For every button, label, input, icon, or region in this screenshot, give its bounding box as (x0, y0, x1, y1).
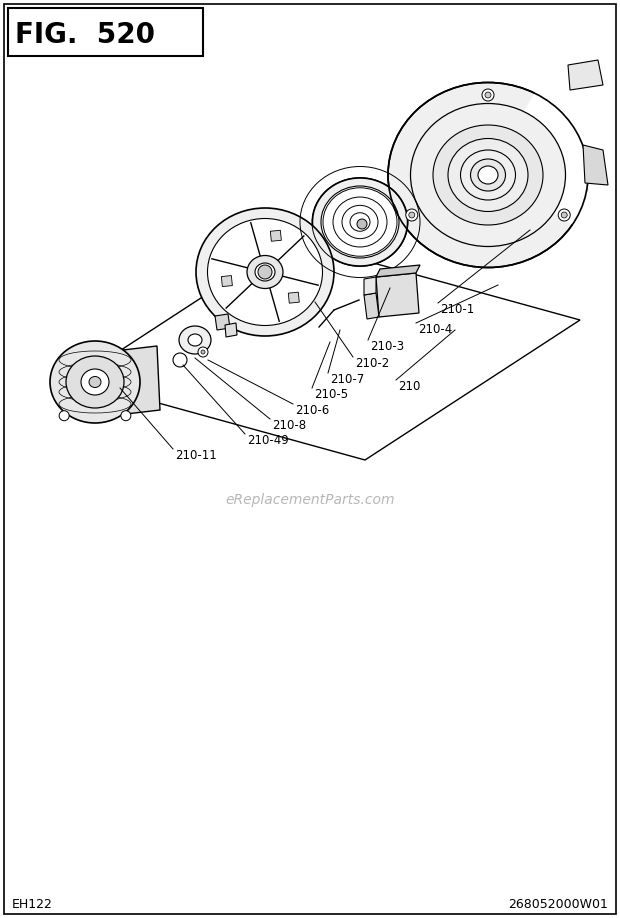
Polygon shape (583, 145, 608, 185)
Ellipse shape (89, 376, 101, 387)
Polygon shape (376, 265, 420, 277)
Circle shape (198, 347, 208, 357)
Circle shape (258, 265, 272, 279)
Ellipse shape (208, 218, 322, 326)
Polygon shape (376, 273, 419, 317)
Ellipse shape (196, 208, 334, 336)
Circle shape (485, 92, 491, 98)
Ellipse shape (478, 166, 498, 184)
Polygon shape (221, 275, 232, 286)
Polygon shape (123, 346, 160, 414)
Ellipse shape (312, 178, 407, 266)
Text: 210-2: 210-2 (355, 357, 389, 370)
Circle shape (482, 89, 494, 101)
Text: EH122: EH122 (12, 898, 53, 911)
Circle shape (59, 410, 69, 420)
Text: 210-4: 210-4 (418, 323, 452, 336)
Polygon shape (270, 230, 281, 241)
Circle shape (121, 410, 131, 420)
Circle shape (357, 219, 367, 229)
Ellipse shape (410, 104, 565, 247)
Ellipse shape (448, 139, 528, 211)
Circle shape (558, 209, 570, 221)
Text: 210-1: 210-1 (440, 303, 474, 316)
Text: 210-49: 210-49 (247, 434, 289, 447)
Text: 210-3: 210-3 (370, 340, 404, 353)
Ellipse shape (461, 150, 515, 200)
Circle shape (405, 209, 418, 221)
Ellipse shape (321, 186, 399, 258)
Polygon shape (568, 60, 603, 90)
Ellipse shape (255, 263, 275, 281)
Text: eReplacementParts.com: eReplacementParts.com (225, 493, 395, 507)
Ellipse shape (188, 334, 202, 346)
Text: FIG.  520: FIG. 520 (15, 21, 155, 49)
Ellipse shape (66, 356, 124, 408)
Text: 268052000W01: 268052000W01 (508, 898, 608, 911)
Text: 210-6: 210-6 (295, 404, 329, 417)
Text: 210-8: 210-8 (272, 419, 306, 432)
Circle shape (561, 212, 567, 218)
Ellipse shape (388, 83, 588, 267)
Ellipse shape (179, 326, 211, 354)
Polygon shape (215, 314, 230, 330)
FancyBboxPatch shape (8, 8, 203, 56)
Ellipse shape (50, 341, 140, 423)
Polygon shape (364, 277, 376, 295)
Ellipse shape (247, 255, 283, 288)
Ellipse shape (433, 125, 543, 225)
Ellipse shape (471, 159, 505, 191)
Text: 210-7: 210-7 (330, 373, 365, 386)
Polygon shape (288, 292, 299, 303)
Text: 210-5: 210-5 (314, 388, 348, 401)
Ellipse shape (81, 369, 109, 395)
Text: 210: 210 (398, 380, 420, 393)
Circle shape (201, 350, 205, 354)
Polygon shape (225, 323, 237, 337)
Wedge shape (488, 88, 588, 225)
Text: 210-11: 210-11 (175, 449, 217, 462)
Circle shape (173, 353, 187, 367)
Polygon shape (364, 293, 379, 319)
Circle shape (409, 212, 415, 218)
